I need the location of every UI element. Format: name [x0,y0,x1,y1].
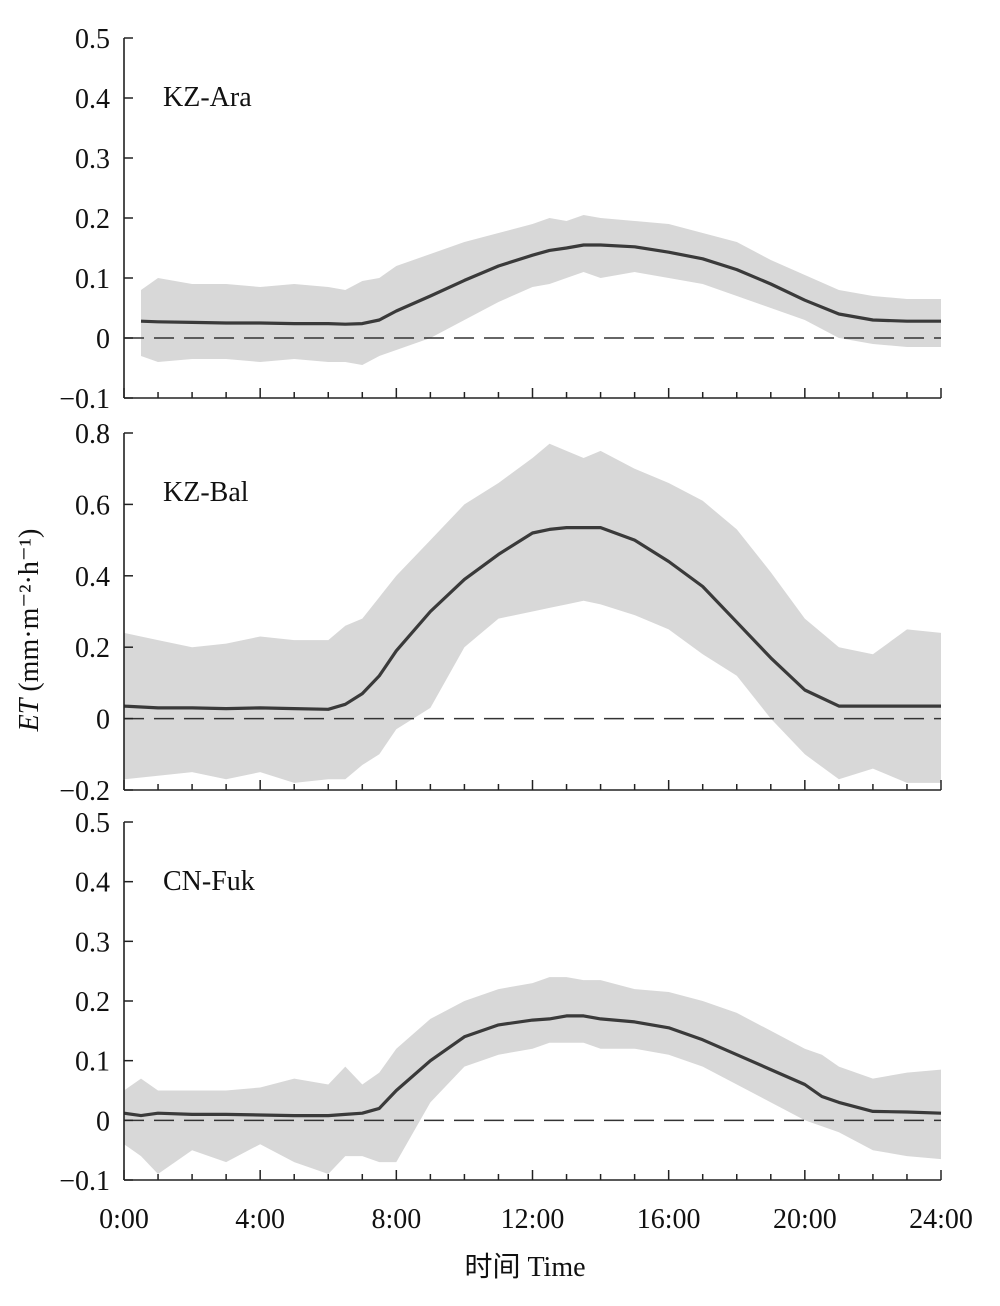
kz-ara-y-tick-label: 0.5 [75,24,110,55]
x-tick-label: 12:00 [501,1204,565,1235]
kz-ara-y-tick-label: −0.1 [59,384,110,415]
cn-fuk-panel-label: CN-Fuk [163,866,255,897]
kz-bal-y-tick-label: 0.8 [75,419,110,450]
x-tick-label: 20:00 [773,1204,837,1235]
kz-ara-y-tick-label: 0 [96,324,110,355]
x-tick-label: 4:00 [235,1204,285,1235]
x-tick-label: 8:00 [371,1204,421,1235]
kz-bal-y-tick-label: 0 [96,705,110,736]
cn-fuk-y-tick-label: 0.5 [75,808,110,839]
y-axis-title: ET (mm·m⁻²·h⁻¹) [14,529,45,733]
cn-fuk-mean-line [123,1014,942,1118]
kz-bal-range-band [124,443,941,783]
y-axis-title-variable: ET [14,696,45,732]
panel-kz-ara: −0.1 0 0.1 0.2 0.3 0.4 0.5 KZ-Ara [59,24,942,415]
cn-fuk-y-tick-label: 0.1 [75,1047,110,1078]
kz-ara-mean-line [140,243,941,326]
cn-fuk-y-tick-label: 0.2 [75,987,110,1018]
panel-kz-bal: −0.2 0 0.2 0.4 0.6 0.8 KZ-Bal [59,419,942,807]
kz-bal-y-tick-label: 0.4 [75,562,110,593]
kz-ara-y-tick-label: 0.4 [75,84,110,115]
kz-ara-y-tick-label: 0.2 [75,204,110,235]
cn-fuk-y-tick-label: 0 [96,1106,110,1137]
kz-ara-range-band [141,215,941,365]
kz-ara-panel-label: KZ-Ara [163,82,252,113]
x-tick-label: 16:00 [637,1204,701,1235]
kz-bal-mean-line [123,525,941,711]
cn-fuk-y-tick-label: 0.3 [75,927,110,958]
kz-bal-y-tick-label: 0.6 [75,490,110,521]
cn-fuk-range-band [124,977,941,1174]
cn-fuk-y-tick-label: −0.1 [59,1166,110,1197]
kz-bal-panel-label: KZ-Bal [163,477,249,508]
kz-ara-y-tick-label: 0.1 [75,264,110,295]
kz-bal-y-tick-label: 0.2 [75,633,110,664]
cn-fuk-y-tick-label: 0.4 [75,868,110,899]
y-axis-title-unit: (mm·m⁻²·h⁻¹) [14,529,45,699]
x-tick-label: 0:00 [99,1204,149,1235]
panel-cn-fuk: −0.1 0 0.1 0.2 0.3 0.4 0.5 CN-Fuk [59,808,942,1197]
kz-bal-y-tick-label: −0.2 [59,776,110,807]
x-axis-title: 时间 Time [464,1251,585,1283]
kz-ara-y-tick-label: 0.3 [75,144,110,175]
x-tick-label: 24:00 [909,1204,973,1235]
